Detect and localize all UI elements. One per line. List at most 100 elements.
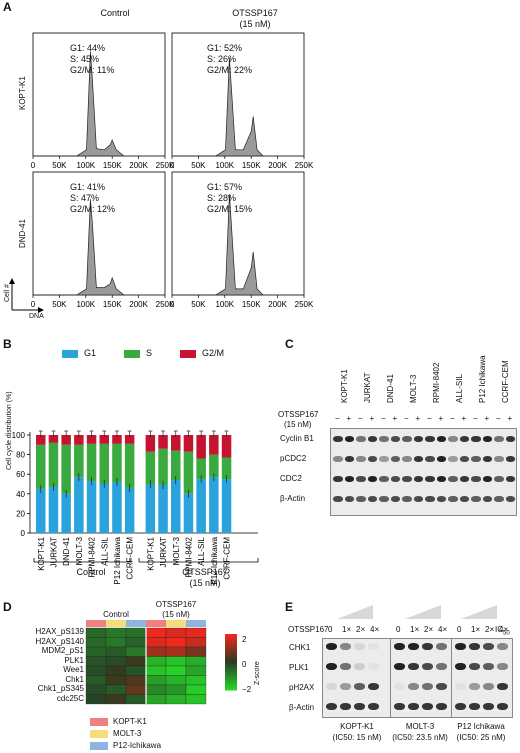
heatmap-row-label: cdc25C (56, 693, 84, 703)
c-band (471, 496, 481, 502)
c-band (448, 476, 458, 482)
a-col-treat-1: OTSSP167 (232, 8, 278, 18)
e-band (326, 663, 337, 670)
heatmap (85, 620, 237, 705)
heatmap-column-swatch (126, 620, 146, 627)
x-tick-label: 150K (103, 161, 122, 170)
c-band (390, 496, 400, 502)
d-legend-swatch-kopt (90, 718, 108, 726)
e-band (469, 683, 480, 690)
c-band (356, 496, 366, 502)
bar-s (209, 454, 219, 478)
a-col-treat-2: (15 nM) (239, 19, 271, 29)
c-band (356, 436, 366, 442)
scale-bar-segment (225, 672, 237, 675)
histogram-frame (32, 32, 166, 157)
c-plus: + (507, 414, 513, 423)
bar-g2m (112, 435, 122, 444)
bar-s (74, 444, 84, 478)
c-plus: + (415, 414, 421, 423)
y-tick-label: 80 (16, 451, 25, 460)
bar-g1 (74, 477, 84, 533)
x-tick-label: 100K (76, 300, 95, 309)
bar-s (112, 443, 122, 483)
e-band (340, 643, 351, 650)
e-band (469, 703, 480, 710)
bar-g1 (112, 482, 122, 533)
scale-bar-segment (225, 654, 237, 657)
x-tick-label: 0 (170, 161, 175, 170)
bar-g1 (48, 486, 59, 533)
histogram-area (33, 51, 126, 157)
c-band (448, 436, 458, 442)
panel-label-d: D (3, 600, 12, 614)
legend-label-g1: G1 (84, 348, 97, 358)
scale-bar-segment (225, 660, 237, 663)
e-band (455, 703, 466, 710)
c-band (482, 496, 492, 502)
c-band (471, 456, 481, 462)
d-scale-tick-2: 2 (242, 635, 247, 644)
e-line-p12: P12 Ichikawa (457, 722, 505, 731)
e-band (408, 683, 419, 690)
e-drug: OTSSP167 (288, 625, 329, 634)
e-band (368, 663, 379, 670)
c-band (436, 476, 446, 482)
e-band (483, 703, 494, 710)
d-legend-swatch-p12 (90, 742, 108, 750)
c-band (344, 436, 354, 442)
e-band (422, 703, 433, 710)
e-band (469, 663, 480, 670)
c-band (505, 476, 515, 482)
c-band (356, 476, 366, 482)
x-tick-label: 150K (242, 161, 261, 170)
e-band (340, 683, 351, 690)
e-band (326, 703, 337, 710)
c-band (425, 436, 435, 442)
bar-s (158, 448, 168, 485)
x-tick-label: 50K (191, 300, 206, 309)
e-band (326, 643, 337, 650)
category-label: P12 Ichikawa (210, 536, 219, 584)
e-band (340, 703, 351, 710)
heatmap-row-label: Chk1_pS345 (37, 684, 84, 693)
bar-g2m (183, 435, 194, 452)
e-band (469, 643, 480, 650)
e-band (497, 703, 508, 710)
e-band (394, 703, 405, 710)
x-tick-label: 0 (31, 300, 36, 309)
e-dose-label: 2× (485, 625, 495, 634)
e-ic-p12: (IC50: 25 nM) (456, 733, 506, 742)
c-band (505, 496, 515, 502)
e-dose-label: 1× (410, 625, 420, 634)
scale-bar-segment (225, 674, 237, 677)
c-minus: − (335, 414, 340, 423)
panel-label-b: B (3, 337, 12, 351)
bar-g1 (183, 493, 194, 533)
heatmap-row-label: Chk1 (65, 674, 84, 684)
c-minus: − (496, 414, 501, 423)
scale-bar-segment (225, 658, 237, 661)
heatmap-column-swatch (166, 620, 186, 627)
bar-g2m (61, 435, 71, 445)
e-band (455, 663, 466, 670)
c-band (344, 456, 354, 462)
e-band (497, 683, 508, 690)
scale-bar-segment (225, 634, 237, 637)
scale-bar-segment (225, 650, 237, 653)
c-band (344, 496, 354, 502)
c-band (448, 496, 458, 502)
e-band (368, 643, 379, 650)
c-plus: + (484, 414, 490, 423)
panel-label-e: E (285, 600, 294, 614)
heatmap-column-swatch (186, 620, 206, 627)
bar-g2m (158, 435, 168, 449)
bar-g2m (221, 435, 232, 458)
e-band (408, 643, 419, 650)
scale-bar-segment (225, 642, 237, 645)
c-band (344, 476, 354, 482)
e-band (497, 643, 508, 650)
bar-s (99, 443, 109, 484)
e-band (354, 683, 365, 690)
